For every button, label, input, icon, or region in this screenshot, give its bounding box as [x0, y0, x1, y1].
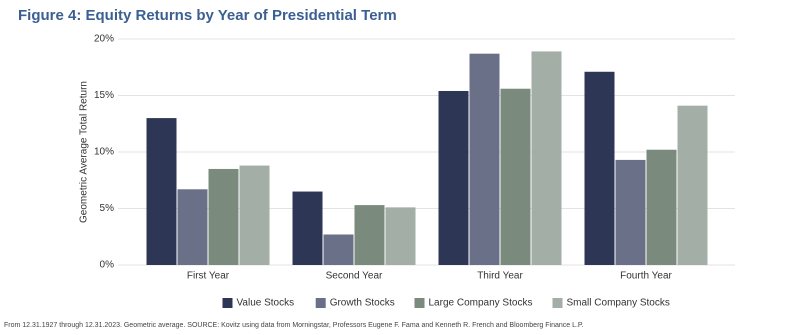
- y-tick-label: 20%: [94, 34, 114, 45]
- x-tick-label: Third Year: [477, 271, 523, 282]
- bar: [385, 207, 416, 265]
- bar: [239, 165, 270, 265]
- bar: [208, 168, 239, 265]
- legend-swatch: [552, 298, 563, 308]
- x-tick-label: Second Year: [326, 271, 383, 282]
- bar: [646, 149, 677, 265]
- legend-swatch: [414, 298, 425, 308]
- bar: [354, 205, 385, 265]
- bar: [469, 53, 500, 265]
- legend-label: Large Company Stocks: [429, 298, 533, 309]
- y-tick-label: 15%: [94, 90, 114, 101]
- y-axis-label: Geometric Average Total Return: [79, 81, 90, 223]
- bar: [584, 71, 615, 266]
- bar: [500, 88, 531, 265]
- legend-swatch: [222, 298, 233, 308]
- bar: [292, 191, 323, 265]
- y-tick-label: 10%: [94, 147, 114, 158]
- legend-label: Growth Stocks: [330, 298, 395, 309]
- bar: [438, 90, 469, 265]
- legend-label: Small Company Stocks: [567, 298, 670, 309]
- footnote: From 12.31.1927 through 12.31.2023. Geom…: [4, 322, 584, 329]
- y-tick-label: 0%: [100, 260, 115, 271]
- bar: [677, 105, 708, 265]
- chart-title: Figure 4: Equity Returns by Year of Pres…: [18, 7, 397, 24]
- bar: [615, 159, 646, 265]
- bar: [146, 118, 177, 265]
- x-tick-label: Fourth Year: [620, 271, 672, 282]
- bar: [531, 51, 562, 266]
- bar: [177, 189, 208, 265]
- legend-label: Value Stocks: [237, 298, 295, 309]
- legend-swatch: [315, 298, 326, 308]
- bar: [323, 234, 354, 265]
- y-tick-label: 5%: [100, 203, 115, 214]
- x-tick-label: First Year: [187, 271, 230, 282]
